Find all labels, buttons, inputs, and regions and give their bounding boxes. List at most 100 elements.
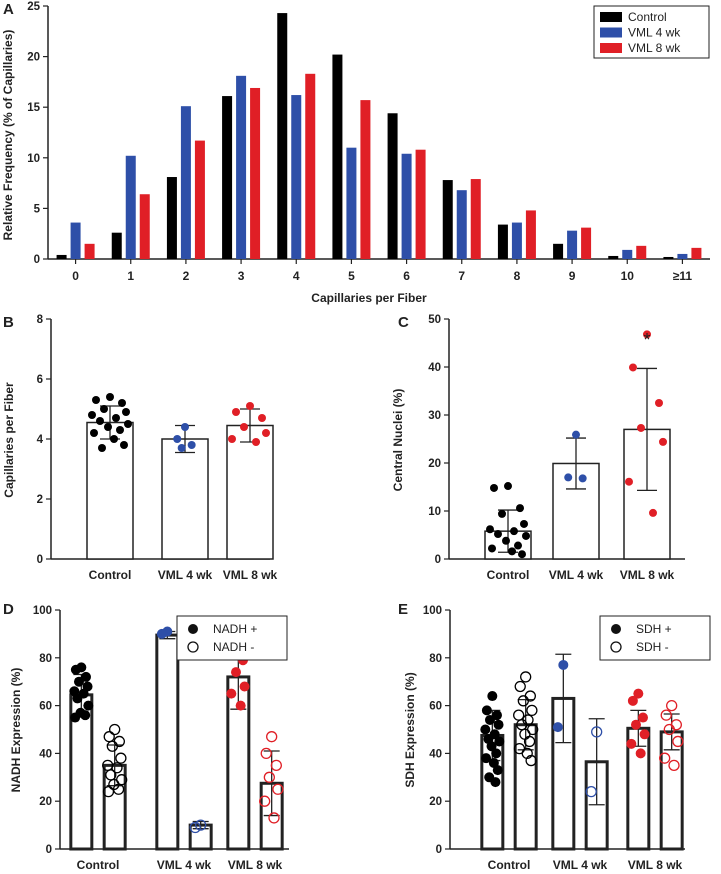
y-tick-label: 0 — [46, 844, 52, 856]
data-point-filled — [156, 628, 167, 639]
data-point — [502, 536, 510, 545]
data-point-filled — [492, 765, 503, 776]
data-point-filled — [72, 693, 83, 704]
data-point — [262, 429, 270, 437]
bar-vml-4-wk — [180, 106, 191, 259]
data-point — [564, 473, 573, 482]
bar-vml-4-wk — [125, 155, 136, 259]
legend-label: SDH + — [636, 622, 672, 636]
y-tick-label: 20 — [428, 458, 441, 470]
bar-vml-8-wk — [525, 210, 536, 259]
data-point-filled — [481, 753, 492, 764]
mean-bar-positive — [155, 633, 180, 851]
x-tick-label: VML 4 wk — [157, 858, 212, 872]
data-point — [104, 423, 112, 431]
y-tick-label: 30 — [428, 410, 441, 422]
x-tick-label: Control — [487, 568, 530, 582]
bar-vml-8-wk — [84, 243, 95, 259]
y-tick-label: 60 — [429, 701, 442, 713]
data-point-filled — [481, 705, 492, 716]
bar-control — [387, 113, 398, 259]
bar-vml-8-wk — [581, 227, 592, 259]
legend: SDH + SDH - — [599, 615, 711, 661]
bar-vml-8-wk — [139, 194, 150, 259]
legend-swatch — [600, 43, 622, 53]
legend: NADH + NADH - — [176, 615, 288, 661]
data-point-open — [517, 695, 529, 707]
y-tick-label: 10 — [428, 506, 441, 518]
data-point — [516, 504, 524, 513]
legend-box — [176, 615, 288, 661]
panel-letter-b: B — [3, 314, 14, 331]
mean-bar — [226, 424, 274, 560]
panel-letter-c: C — [398, 314, 409, 331]
data-point-filled — [484, 714, 495, 725]
legend-box — [599, 615, 711, 661]
data-point — [110, 435, 118, 443]
y-tick-label: 0 — [37, 554, 43, 566]
y-tick-label: 0 — [435, 554, 441, 566]
data-point-filled — [635, 748, 646, 759]
data-point-open — [523, 735, 536, 748]
data-point — [659, 437, 667, 446]
data-point-open — [525, 754, 537, 767]
data-point — [498, 509, 506, 518]
y-tick-label: 5 — [34, 203, 41, 215]
data-point-filled — [80, 671, 91, 682]
bar-vml-4-wk — [70, 222, 81, 259]
y-tick-label: 0 — [34, 254, 40, 266]
data-point — [90, 429, 98, 437]
x-tick-label: VML 4 wk — [158, 568, 213, 582]
bar-vml-4-wk — [511, 222, 522, 259]
y-tick-label: 20 — [39, 796, 52, 808]
data-point — [100, 405, 108, 413]
data-point-open — [260, 747, 272, 760]
y-tick-label: 8 — [37, 314, 44, 326]
data-point-open — [513, 709, 525, 721]
data-point — [173, 435, 182, 443]
data-point-filled — [626, 738, 637, 749]
y-axis: 0 5 10 15 20 25 — [27, 1, 710, 266]
data-point-open — [111, 762, 123, 774]
bar-control — [497, 224, 508, 259]
data-point — [578, 474, 587, 483]
legend-marker-filled — [188, 624, 198, 634]
data-point-open — [272, 783, 284, 795]
y-axis-title: Central Nuclei (%) — [391, 389, 405, 492]
legend-swatch — [600, 27, 622, 38]
data-point — [486, 525, 494, 534]
bar-control — [111, 232, 122, 259]
data-point-filled — [639, 729, 650, 740]
legend-marker-open — [610, 641, 622, 653]
bar-vml-4-wk — [456, 190, 467, 259]
data-point-filled — [491, 710, 502, 721]
data-point-filled — [80, 710, 91, 721]
data-point — [96, 417, 104, 425]
nadh-panel: 0 20 40 60 80 100 Control VML 4 wk VML 8 wk NADH… — [9, 605, 289, 872]
y-tick-label: 4 — [37, 434, 44, 446]
data-point-filled — [630, 719, 641, 730]
histogram-panel: 0 5 10 15 20 25 0 1 2 3 4 5 6 7 8 9 10 ≥11 Capillaries p… — [1, 1, 710, 305]
data-point-open — [663, 723, 675, 736]
data-point — [106, 393, 114, 401]
data-point-filled — [239, 681, 250, 692]
bar-control — [166, 177, 177, 259]
y-tick-label: 25 — [27, 1, 40, 13]
data-point — [258, 414, 266, 422]
data-point — [643, 330, 651, 339]
bar-vml-4-wk — [622, 249, 633, 259]
legend-swatch — [600, 12, 622, 22]
data-point — [504, 482, 512, 491]
x-tick-label: Control — [488, 858, 531, 872]
data-point-filled — [486, 741, 497, 752]
data-point — [92, 396, 100, 404]
bar-series — [69, 626, 284, 851]
y-tick-label: 2 — [37, 494, 43, 506]
data-point — [88, 411, 96, 419]
data-point — [122, 408, 130, 416]
x-tick-label: VML 8 wk — [628, 858, 683, 872]
data-point-open — [514, 680, 526, 693]
x-tick-label: VML 8 wk — [223, 568, 278, 582]
y-tick-label: 6 — [37, 374, 43, 386]
